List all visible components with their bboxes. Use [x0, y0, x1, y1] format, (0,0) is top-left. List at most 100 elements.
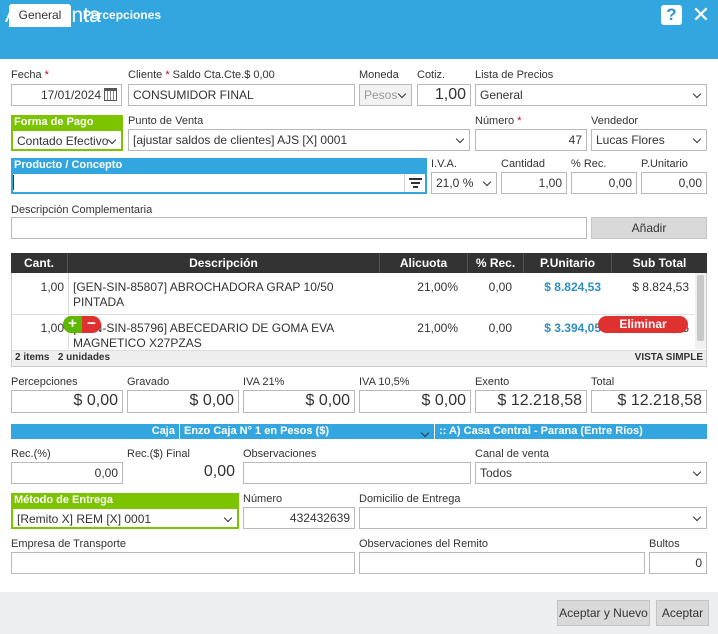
punit-label: P.Unitario: [641, 158, 688, 170]
canal-select[interactable]: Todos: [475, 462, 707, 484]
col-rec[interactable]: % Rec.: [468, 253, 524, 273]
cotiz-label: Cotiz.: [417, 69, 446, 81]
metodo-entrega-select[interactable]: [Remito X] REM [X] 0001: [11, 507, 239, 529]
remito-numero-input[interactable]: 432432639: [243, 507, 355, 529]
help-icon[interactable]: ?: [661, 5, 682, 25]
row1-desc: [GEN-SIN-85807] ABROCHADORA GRAP 10/50 PI…: [73, 280, 334, 309]
tab-percepciones[interactable]: Percepciones: [83, 8, 162, 22]
observaciones-label: Observaciones: [243, 448, 317, 460]
canal-label: Canal de venta: [475, 448, 549, 460]
punto-venta-select[interactable]: [ajustar saldos de clientes] AJS [X] 000…: [128, 129, 470, 151]
minus-icon[interactable]: −: [87, 316, 96, 332]
moneda-select[interactable]: Pesos: [359, 84, 412, 106]
numero-label: Número *: [475, 115, 522, 127]
table-summary: [12, 350, 706, 366]
obs-remito-input[interactable]: [359, 552, 645, 574]
iva21-label: IVA 21%: [243, 376, 285, 388]
vendedor-label: Vendedor: [591, 115, 639, 127]
cantidad-input[interactable]: 1,00: [501, 172, 567, 194]
row1-subtotal: $ 8.824,53: [632, 280, 689, 294]
rec-final-value: 0,00: [127, 462, 239, 484]
desc-comp-label: Descripción Complementaria: [11, 204, 153, 216]
cliente-label: Cliente * Saldo Cta.Cte.$ 0,00: [128, 69, 275, 81]
bultos-input[interactable]: 0: [649, 552, 707, 574]
col-subtotal[interactable]: Sub Total: [612, 253, 707, 273]
col-cant[interactable]: Cant.: [11, 253, 68, 273]
eliminar-button[interactable]: Eliminar: [598, 316, 688, 333]
empresa-label: Empresa de Transporte: [11, 538, 126, 550]
vista-simple-link[interactable]: VISTA SIMPLE: [634, 352, 703, 363]
exento-label: Exento: [475, 376, 510, 388]
col-descripcion[interactable]: Descripción: [68, 253, 380, 273]
caja-select[interactable]: Enzo Caja N° 1 en Pesos ($): [179, 424, 435, 439]
remito-numero-label: Número: [243, 493, 283, 505]
close-icon[interactable]: ✕: [691, 2, 711, 27]
plus-icon[interactable]: +: [63, 316, 82, 333]
row1-cant: 1,00: [40, 280, 64, 294]
observaciones-input[interactable]: [243, 462, 471, 484]
gravado-value: $ 0,00: [127, 390, 239, 413]
row2-desc: [GEN-SIN-85796] ABECEDARIO DE GOMA EVA MA…: [73, 321, 335, 350]
quantity-stepper[interactable]: + −: [63, 316, 101, 333]
empresa-input[interactable]: [11, 552, 355, 574]
iva105-value: $ 0,00: [359, 390, 471, 413]
total-value: $ 12.218,58: [591, 390, 707, 413]
rec-pct-label: Rec.(%): [11, 448, 51, 460]
tab-general[interactable]: General: [9, 4, 71, 27]
vendedor-select[interactable]: Lucas Flores: [591, 129, 707, 151]
rec-final-label: Rec.($) Final: [127, 448, 190, 460]
moneda-label: Moneda: [359, 69, 399, 81]
desc-comp-input[interactable]: [11, 217, 587, 239]
total-label: Total: [591, 376, 615, 388]
calendar-icon[interactable]: [104, 88, 117, 101]
rec-input[interactable]: 0,00: [571, 172, 637, 194]
iva-label: I.V.A.: [431, 158, 457, 170]
percepciones-value: $ 0,00: [11, 390, 123, 413]
producto-input[interactable]: [11, 172, 427, 194]
cliente-input[interactable]: CONSUMIDOR FINAL: [128, 84, 355, 106]
iva21-value: $ 0,00: [243, 390, 355, 413]
obs-remito-label: Observaciones del Remito: [359, 538, 489, 550]
domicilio-label: Domicilio de Entrega: [359, 493, 461, 505]
forma-pago-select[interactable]: Contado Efectivo: [11, 129, 123, 151]
summary-items: 2 items 2 unidades: [15, 352, 111, 363]
rec-label: % Rec.: [571, 158, 607, 170]
tab-bar: [0, 32, 718, 59]
fecha-input[interactable]: 17/01/2024: [11, 84, 122, 106]
domicilio-select[interactable]: [359, 507, 707, 529]
lista-precios-select[interactable]: General: [475, 84, 707, 106]
numero-input[interactable]: 47: [475, 129, 587, 151]
row2-rec: 0,00: [488, 321, 512, 335]
add-button[interactable]: Añadir: [591, 217, 707, 239]
punit-input[interactable]: 0,00: [641, 172, 707, 194]
percepciones-label: Percepciones: [11, 376, 78, 388]
cantidad-label: Cantidad: [501, 158, 546, 170]
rec-pct-input[interactable]: 0,00: [11, 462, 123, 484]
gravado-label: Gravado: [127, 376, 170, 388]
metodo-entrega-label: Método de Entrega: [11, 493, 239, 507]
forma-pago-label: Forma de Pago: [11, 115, 123, 129]
filter-icon[interactable]: [404, 174, 425, 192]
iva-select[interactable]: 21,0 %: [431, 172, 497, 194]
sucursal-label: :: A) Casa Central - Parana (Entre Ríos): [439, 425, 643, 437]
text-cursor: [13, 175, 14, 190]
title-bar: [0, 0, 718, 32]
cotiz-input[interactable]: 1,00: [417, 84, 471, 106]
row1-punitario: $ 8.824,53: [544, 280, 601, 294]
bultos-label: Bultos: [649, 538, 680, 550]
row1-rec: 0,00: [488, 280, 512, 294]
punto-venta-label: Punto de Venta: [128, 115, 204, 127]
lista-precios-label: Lista de Precios: [475, 69, 554, 81]
row2-cant: 1,00: [40, 321, 64, 335]
accept-new-button[interactable]: Aceptar y Nuevo: [557, 600, 650, 626]
row2-punitario: $ 3.394,05: [544, 321, 601, 335]
caja-label: Caja Seleccionada:: [101, 425, 175, 452]
table-row[interactable]: [12, 273, 694, 315]
col-alicuota[interactable]: Alicuota: [380, 253, 468, 273]
fecha-label: Fecha *: [11, 69, 49, 81]
row1-alicuota: 21,00%: [417, 280, 458, 294]
accept-button[interactable]: Aceptar: [656, 600, 709, 626]
col-punitario[interactable]: P.Unitario: [524, 253, 612, 273]
iva105-label: IVA 10,5%: [359, 376, 410, 388]
table-scrollbar[interactable]: [695, 273, 706, 349]
